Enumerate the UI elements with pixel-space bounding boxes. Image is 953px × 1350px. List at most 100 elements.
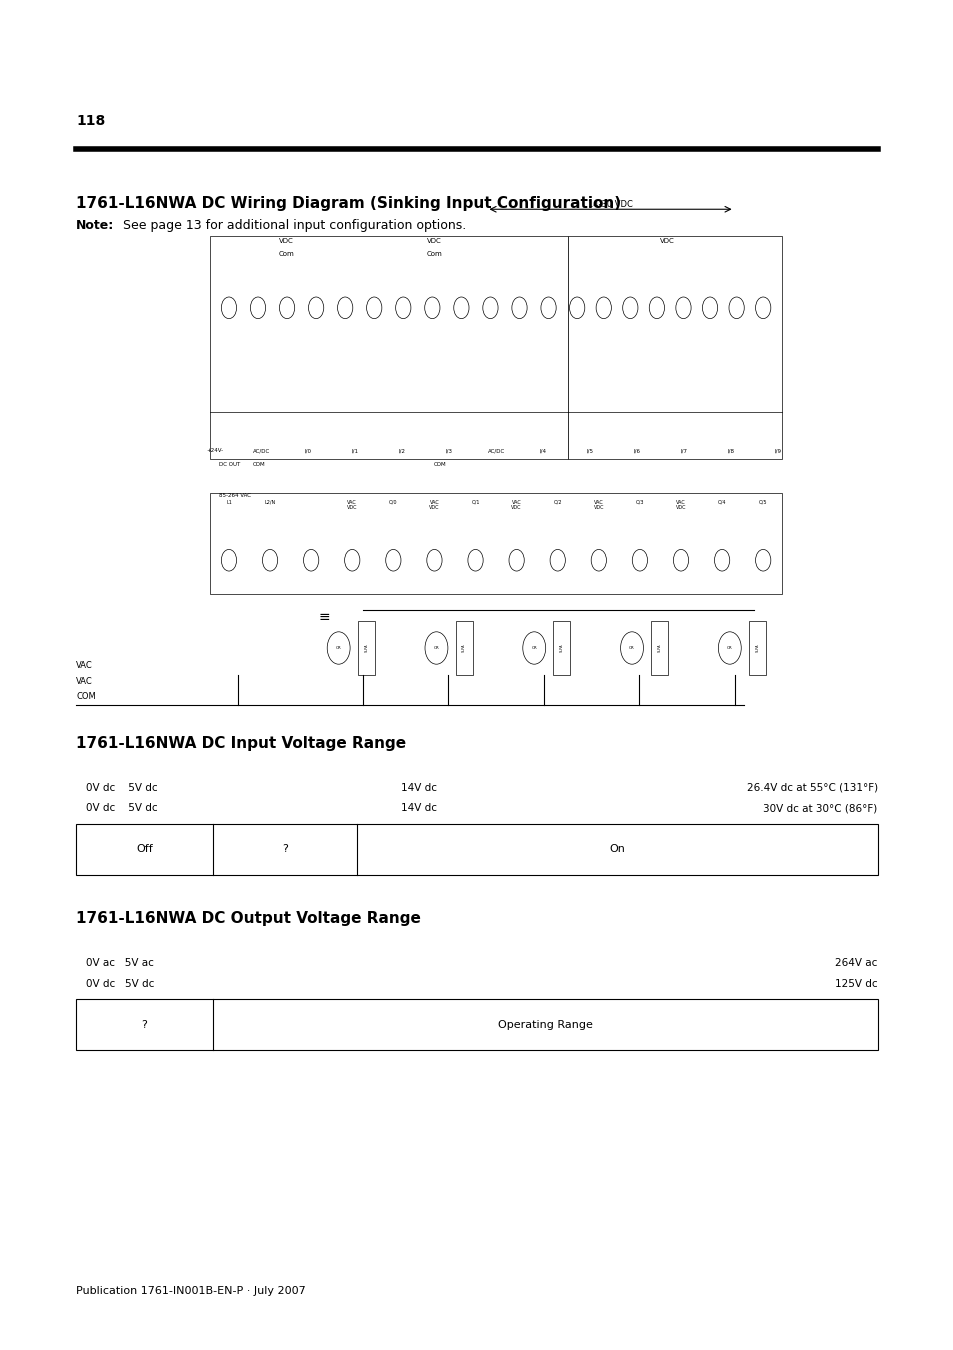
FancyBboxPatch shape xyxy=(748,621,765,675)
FancyBboxPatch shape xyxy=(567,236,781,459)
Text: Publication 1761-IN001B-EN-P · July 2007: Publication 1761-IN001B-EN-P · July 2007 xyxy=(76,1287,306,1296)
Text: 0V dc    5V dc: 0V dc 5V dc xyxy=(86,783,157,792)
Text: Com: Com xyxy=(426,251,441,258)
Text: Operating Range: Operating Range xyxy=(497,1019,592,1030)
Circle shape xyxy=(250,297,265,319)
Circle shape xyxy=(482,297,497,319)
Text: I/3: I/3 xyxy=(445,448,453,454)
Circle shape xyxy=(550,549,565,571)
Text: SLPA: SLPA xyxy=(657,644,661,652)
Text: Off: Off xyxy=(136,844,152,855)
Circle shape xyxy=(718,632,740,664)
Text: I/4: I/4 xyxy=(538,448,546,454)
Text: 264V ac: 264V ac xyxy=(835,958,877,968)
Circle shape xyxy=(337,297,353,319)
Text: SLPA: SLPA xyxy=(755,644,759,652)
Circle shape xyxy=(221,549,236,571)
Text: 0V dc   5V dc: 0V dc 5V dc xyxy=(86,979,154,988)
Text: 118: 118 xyxy=(76,115,106,128)
Text: I/6: I/6 xyxy=(633,448,639,454)
Text: COM: COM xyxy=(253,462,265,467)
Text: I/2: I/2 xyxy=(398,448,405,454)
Circle shape xyxy=(675,297,690,319)
Text: SLPA: SLPA xyxy=(559,644,563,652)
Text: VAC: VAC xyxy=(76,662,93,670)
Text: VAC: VAC xyxy=(76,678,93,686)
Circle shape xyxy=(596,297,611,319)
Text: 26.4V dc at 55°C (131°F): 26.4V dc at 55°C (131°F) xyxy=(746,783,877,792)
Text: 14-30 VDC: 14-30 VDC xyxy=(587,200,633,208)
Text: CR: CR xyxy=(531,647,537,649)
Circle shape xyxy=(632,549,647,571)
Text: CR: CR xyxy=(433,647,439,649)
Circle shape xyxy=(701,297,717,319)
Text: COM: COM xyxy=(434,462,446,467)
Text: O/1: O/1 xyxy=(471,500,479,505)
Circle shape xyxy=(425,632,448,664)
Circle shape xyxy=(619,632,642,664)
Text: VAC
VDC: VAC VDC xyxy=(593,500,603,510)
Text: O/0: O/0 xyxy=(389,500,397,505)
Circle shape xyxy=(714,549,729,571)
Circle shape xyxy=(755,549,770,571)
Text: 1761-L16NWA DC Wiring Diagram (Sinking Input Configuration): 1761-L16NWA DC Wiring Diagram (Sinking I… xyxy=(76,196,620,211)
Circle shape xyxy=(649,297,664,319)
Circle shape xyxy=(622,297,638,319)
Text: I/8: I/8 xyxy=(726,448,734,454)
Text: ?: ? xyxy=(141,1019,147,1030)
Circle shape xyxy=(424,297,439,319)
Text: COM: COM xyxy=(76,693,96,701)
Circle shape xyxy=(591,549,606,571)
FancyBboxPatch shape xyxy=(357,621,375,675)
Circle shape xyxy=(327,632,350,664)
Text: SLPA: SLPA xyxy=(364,644,368,652)
Circle shape xyxy=(454,297,469,319)
Text: VDC: VDC xyxy=(659,238,675,244)
Circle shape xyxy=(755,297,770,319)
Text: 85-264 VAC: 85-264 VAC xyxy=(219,493,252,498)
Text: Note:: Note: xyxy=(76,219,114,232)
Text: On: On xyxy=(609,844,624,855)
Text: I/9: I/9 xyxy=(773,448,781,454)
Text: ≡: ≡ xyxy=(318,610,330,624)
Text: 0V dc    5V dc: 0V dc 5V dc xyxy=(86,803,157,813)
Text: VAC
VDC: VAC VDC xyxy=(675,500,685,510)
Circle shape xyxy=(673,549,688,571)
Circle shape xyxy=(509,549,524,571)
Circle shape xyxy=(221,297,236,319)
Circle shape xyxy=(308,297,323,319)
Text: 14V dc: 14V dc xyxy=(400,803,436,813)
Circle shape xyxy=(512,297,527,319)
Circle shape xyxy=(467,549,482,571)
Text: ?: ? xyxy=(281,844,287,855)
Text: O/2: O/2 xyxy=(553,500,561,505)
FancyBboxPatch shape xyxy=(553,621,570,675)
Text: O/5: O/5 xyxy=(759,500,766,505)
Text: CR: CR xyxy=(726,647,732,649)
Text: CR: CR xyxy=(335,647,341,649)
FancyBboxPatch shape xyxy=(210,236,567,459)
Text: VDC: VDC xyxy=(426,238,441,244)
Circle shape xyxy=(540,297,556,319)
Circle shape xyxy=(728,297,743,319)
Text: I/5: I/5 xyxy=(586,448,593,454)
Circle shape xyxy=(385,549,400,571)
Text: I/0: I/0 xyxy=(305,448,312,454)
FancyBboxPatch shape xyxy=(210,493,781,594)
Text: L2/N: L2/N xyxy=(264,500,275,505)
Circle shape xyxy=(279,297,294,319)
Text: CR: CR xyxy=(628,647,635,649)
Text: AC/DC: AC/DC xyxy=(253,448,270,454)
Text: VAC
VDC: VAC VDC xyxy=(347,500,357,510)
Text: VDC: VDC xyxy=(278,238,294,244)
FancyBboxPatch shape xyxy=(650,621,667,675)
Circle shape xyxy=(569,297,584,319)
Text: O/4: O/4 xyxy=(717,500,725,505)
Circle shape xyxy=(522,632,545,664)
Circle shape xyxy=(426,549,441,571)
Text: 14V dc: 14V dc xyxy=(400,783,436,792)
Text: SLPA: SLPA xyxy=(461,644,466,652)
Text: 30V dc at 30°C (86°F): 30V dc at 30°C (86°F) xyxy=(762,803,877,813)
Circle shape xyxy=(262,549,277,571)
Text: 125V dc: 125V dc xyxy=(834,979,877,988)
